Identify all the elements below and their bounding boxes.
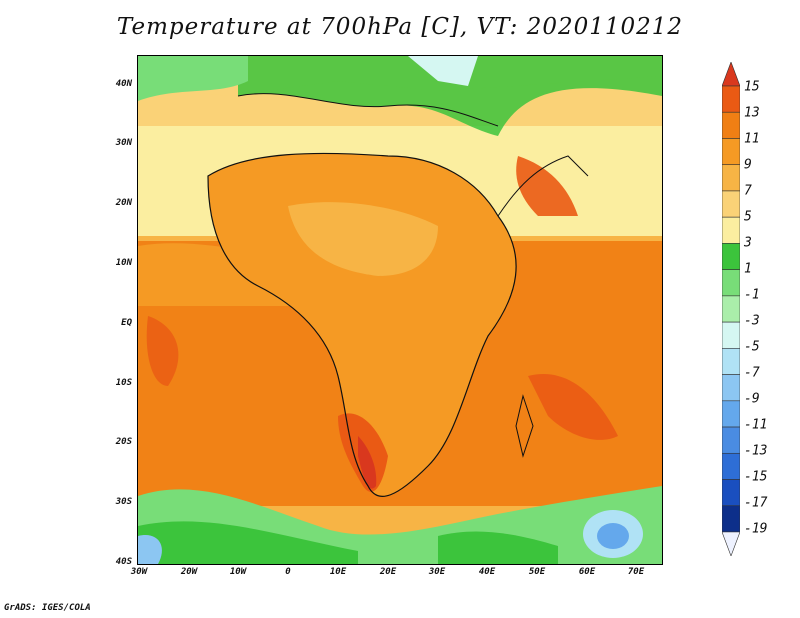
- colorbar-swatch: [722, 479, 740, 507]
- lon-label: 20E: [379, 567, 397, 577]
- colorbar-label: -17: [744, 495, 768, 511]
- colorbar-label: 15: [744, 79, 760, 95]
- lon-label: 30E: [428, 567, 446, 577]
- lat-label: 40S: [115, 557, 132, 567]
- lat-label: EQ: [121, 318, 132, 328]
- lon-label: 10E: [329, 567, 347, 577]
- lon-label: 40E: [478, 567, 496, 577]
- madagascar-coastline: [515, 394, 534, 458]
- colorbar-label: 9: [744, 157, 752, 173]
- footer-credit: GrADS: IGES/COLA: [4, 603, 91, 613]
- colorbar-swatch: [722, 505, 740, 533]
- colorbar-label: -15: [744, 469, 768, 485]
- colorbar-label: -13: [744, 443, 768, 459]
- colorbar-swatch: [722, 164, 740, 192]
- colorbar-label: 7: [744, 183, 752, 199]
- colorbar-swatch: [722, 426, 740, 454]
- colorbar-swatch: [722, 452, 740, 480]
- colorbar-swatch: [722, 269, 740, 297]
- colorbar-swatch: [722, 138, 740, 166]
- colorbar-label: -9: [744, 391, 760, 407]
- colorbar-top-triangle: [722, 62, 740, 87]
- colorbar-swatch: [722, 111, 740, 139]
- colorbar-bottom-triangle: [722, 531, 740, 556]
- colorbar-label: -3: [744, 313, 760, 329]
- lat-label: 10N: [115, 258, 132, 268]
- colorbar-label: 5: [744, 209, 752, 225]
- lon-label: 10W: [229, 567, 247, 577]
- lat-label: 20S: [115, 437, 132, 447]
- lon-label: 30W: [130, 567, 148, 577]
- colorbar-label: 11: [744, 131, 760, 147]
- temperature-map: [138, 56, 662, 564]
- lon-label: 60E: [578, 567, 596, 577]
- colorbar-swatch: [722, 400, 740, 428]
- lon-label: 0: [285, 567, 291, 577]
- lat-label: 30N: [115, 138, 132, 148]
- colorbar-label: -1: [744, 287, 760, 303]
- colorbar-swatch: [722, 374, 740, 402]
- lon-label: 50E: [528, 567, 546, 577]
- colorbar-swatch: [722, 243, 740, 270]
- lat-label: 40N: [115, 79, 132, 89]
- africa-coastline: [207, 152, 517, 497]
- colorbar-swatch: [722, 295, 740, 323]
- colorbar-swatch: [722, 348, 740, 375]
- colorbar-label: -11: [744, 417, 768, 433]
- colorbar-swatch: [722, 85, 740, 113]
- lat-label: 20N: [115, 198, 132, 208]
- map-panel: [137, 55, 663, 565]
- colorbar-label: 13: [744, 105, 760, 121]
- colorbar-label: -7: [744, 365, 760, 381]
- colorbar-label: -19: [744, 521, 768, 537]
- colorbar-swatch: [722, 190, 740, 218]
- lon-label: 20W: [180, 567, 198, 577]
- colorbar-label: 3: [744, 235, 752, 251]
- colorbar-label: 1: [744, 261, 752, 277]
- lon-label: 70E: [627, 567, 645, 577]
- colorbar-label: -5: [744, 339, 760, 355]
- africa-warm-zone: [208, 153, 517, 497]
- mediterranean-cool-zone: [238, 56, 662, 136]
- colorbar-swatch: [722, 216, 740, 244]
- chart-title: Temperature at 700hPa [C], VT: 202011021…: [116, 14, 684, 40]
- colorbar-swatch: [722, 321, 740, 349]
- lat-label: 10S: [115, 378, 132, 388]
- lat-label: 30S: [115, 497, 132, 507]
- colorbar: [722, 62, 740, 556]
